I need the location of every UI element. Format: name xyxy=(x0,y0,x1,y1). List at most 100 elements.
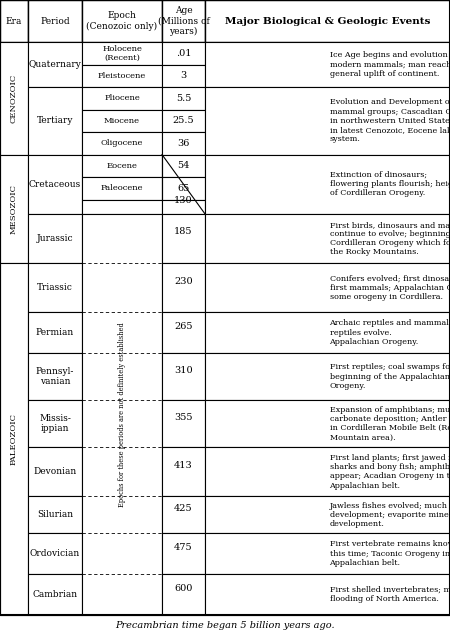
Bar xyxy=(0,263,28,615)
Bar xyxy=(205,263,450,312)
Bar xyxy=(162,42,205,64)
Text: Epochs for these periods are not definitely established: Epochs for these periods are not definit… xyxy=(118,322,126,507)
Bar xyxy=(162,447,205,496)
Text: Period: Period xyxy=(40,17,70,25)
Bar xyxy=(82,199,162,214)
Text: 5.5: 5.5 xyxy=(176,94,191,103)
Bar xyxy=(205,353,450,400)
Bar xyxy=(82,155,162,177)
Text: Precambrian time began 5 billion years ago.: Precambrian time began 5 billion years a… xyxy=(115,622,335,631)
Bar xyxy=(82,214,162,615)
Text: 185: 185 xyxy=(174,227,193,236)
Bar xyxy=(28,447,82,496)
Bar xyxy=(28,496,82,533)
Bar xyxy=(28,155,82,214)
Bar xyxy=(205,533,450,574)
Bar xyxy=(82,64,162,87)
Bar xyxy=(205,312,450,353)
Text: First birds, dinosaurs and mammals
continue to evolve; beginning of
Cordilleran : First birds, dinosaurs and mammals conti… xyxy=(329,220,450,256)
Bar xyxy=(82,132,162,155)
Text: 600: 600 xyxy=(174,583,193,592)
Bar xyxy=(162,496,205,533)
Bar xyxy=(82,177,162,199)
Text: Missis-
ippian: Missis- ippian xyxy=(39,414,71,433)
Text: Devonian: Devonian xyxy=(33,468,76,476)
Bar xyxy=(0,0,28,42)
Text: Cambrian: Cambrian xyxy=(32,590,77,599)
Bar xyxy=(205,400,450,447)
Bar xyxy=(28,214,82,263)
Bar xyxy=(28,87,82,155)
Text: Pleistocene: Pleistocene xyxy=(98,72,146,80)
Bar xyxy=(205,574,450,615)
Bar xyxy=(162,132,205,155)
Bar xyxy=(162,353,205,400)
Bar xyxy=(162,177,205,199)
Bar xyxy=(28,263,82,312)
Text: 54: 54 xyxy=(177,161,190,170)
Text: 25.5: 25.5 xyxy=(173,117,194,125)
Bar xyxy=(28,574,82,615)
Text: Ice Age begins and evolution of
modern mammals; man reaches N.A.;
general uplift: Ice Age begins and evolution of modern m… xyxy=(329,52,450,78)
Bar xyxy=(162,214,205,263)
Text: Jurassic: Jurassic xyxy=(37,234,73,243)
Text: Holocene
(Recent): Holocene (Recent) xyxy=(102,45,142,62)
Bar xyxy=(162,0,205,42)
Text: Archaic reptiles and mammal-like
reptiles evolve.
Appalachian Orogeny.: Archaic reptiles and mammal-like reptile… xyxy=(329,319,450,346)
Text: First shelled invertebrates; major
flooding of North America.: First shelled invertebrates; major flood… xyxy=(329,586,450,603)
Text: 425: 425 xyxy=(174,504,193,513)
Bar xyxy=(205,0,450,42)
Text: 355: 355 xyxy=(174,413,193,422)
Bar xyxy=(0,42,28,155)
Text: Expansion of amphibians; much
carbonate deposition; Antler Orogeny
in Cordillera: Expansion of amphibians; much carbonate … xyxy=(329,406,450,441)
Text: Ordovician: Ordovician xyxy=(30,549,80,558)
Text: Miocene: Miocene xyxy=(104,117,140,125)
Text: .01: .01 xyxy=(176,49,191,58)
Text: First land plants; first jawed fishes,
sharks and bony fish; amphibians
appear; : First land plants; first jawed fishes, s… xyxy=(329,454,450,490)
Text: 310: 310 xyxy=(174,366,193,375)
Bar xyxy=(0,155,28,263)
Text: PALEOZOIC: PALEOZOIC xyxy=(10,413,18,465)
Text: Epoch
(Cenozoic only): Epoch (Cenozoic only) xyxy=(86,11,158,31)
Text: Eocene: Eocene xyxy=(107,162,137,170)
Text: First vertebrate remains known from
this time; Taconic Orogeny in
Appalachian be: First vertebrate remains known from this… xyxy=(329,540,450,567)
Text: 65: 65 xyxy=(177,184,189,193)
Bar xyxy=(28,0,82,42)
Bar xyxy=(162,64,205,87)
Text: Permian: Permian xyxy=(36,328,74,337)
Bar xyxy=(205,496,450,533)
Bar xyxy=(162,400,205,447)
Text: Jawless fishes evolved; much reef
development; evaporite mineral
development.: Jawless fishes evolved; much reef develo… xyxy=(329,501,450,528)
Bar xyxy=(28,533,82,574)
Text: 36: 36 xyxy=(177,139,190,148)
Text: CENOZOIC: CENOZOIC xyxy=(10,74,18,123)
Bar xyxy=(162,312,205,353)
Text: 475: 475 xyxy=(174,543,193,552)
Bar xyxy=(162,87,205,110)
Bar xyxy=(82,0,162,42)
Text: MESOZOIC: MESOZOIC xyxy=(10,184,18,234)
Bar xyxy=(162,574,205,615)
Text: Tertiary: Tertiary xyxy=(37,117,73,125)
Bar xyxy=(205,42,450,87)
Bar xyxy=(28,400,82,447)
Text: Silurian: Silurian xyxy=(37,510,73,519)
Text: 265: 265 xyxy=(174,322,193,331)
Bar xyxy=(162,263,205,312)
Text: Era: Era xyxy=(6,17,22,25)
Bar xyxy=(28,42,82,87)
Text: Quaternary: Quaternary xyxy=(28,60,81,69)
Text: Age
(Millions of
years): Age (Millions of years) xyxy=(158,6,209,36)
Bar xyxy=(205,447,450,496)
Text: Conifers evolved; first dinosaurs;
first mammals; Appalachian Orogeny;
some orog: Conifers evolved; first dinosaurs; first… xyxy=(329,275,450,301)
Bar xyxy=(162,199,205,214)
Text: Evolution and Development of major
mammal groups; Cascadian Orogeny
in northwest: Evolution and Development of major mamma… xyxy=(329,98,450,143)
Text: First reptiles; coal swamps formed;
beginning of the Appalachian
Orogeny.: First reptiles; coal swamps formed; begi… xyxy=(329,363,450,390)
Text: 413: 413 xyxy=(174,461,193,469)
Bar xyxy=(82,110,162,132)
Text: Cretaceous: Cretaceous xyxy=(29,180,81,189)
Text: 3: 3 xyxy=(180,71,187,80)
Text: 230: 230 xyxy=(174,276,193,285)
Text: Extinction of dinosaurs;
flowering plants flourish; height
of Cordilleran Orogen: Extinction of dinosaurs; flowering plant… xyxy=(329,171,450,197)
Bar xyxy=(205,214,450,263)
